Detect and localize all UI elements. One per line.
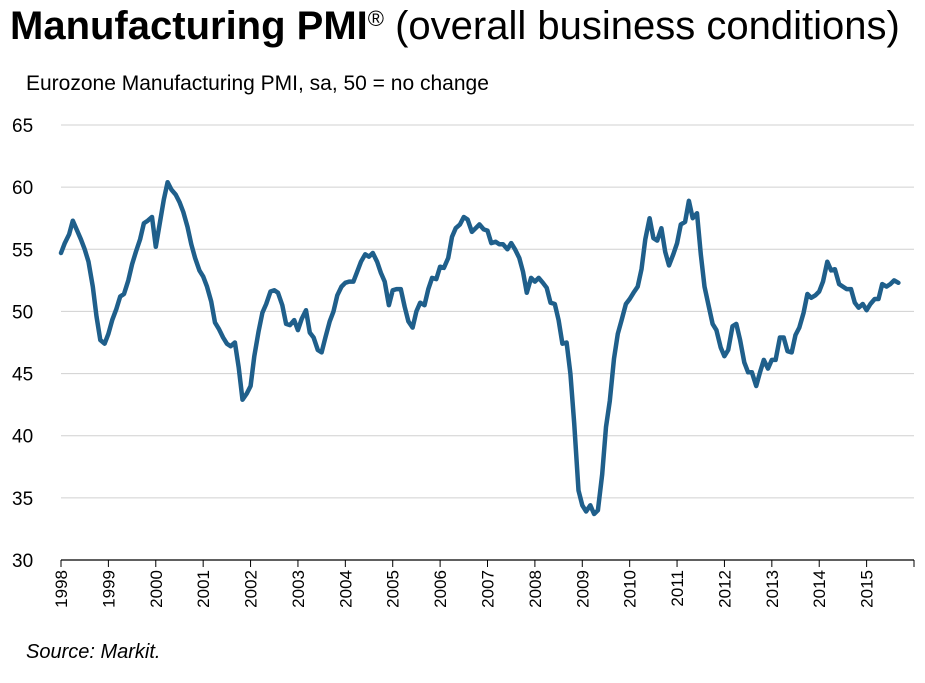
x-tick-label: 2010 — [621, 570, 640, 608]
x-tick-label: 2002 — [242, 570, 261, 608]
x-axis: 1998 1999 2000 2001 2002 2003 2004 2005 2006 2007… — [52, 559, 915, 608]
x-tick-label: 2004 — [336, 570, 355, 608]
x-tick-label: 1999 — [99, 570, 118, 608]
x-tick-label: 2014 — [810, 570, 829, 608]
chart-subtitle: Eurozone Manufacturing PMI, sa, 50 = no … — [26, 72, 489, 95]
x-tick-label: 2000 — [147, 570, 166, 608]
gridlines — [61, 124, 914, 499]
y-tick-label: 40 — [12, 427, 33, 448]
y-tick-label: 30 — [12, 551, 33, 572]
chart-title-rest: (overall business conditions) — [384, 4, 900, 48]
chart-title-main: Manufacturing PMI — [10, 4, 368, 48]
x-tick-label: 2006 — [431, 570, 450, 608]
registered-mark: ® — [367, 6, 384, 31]
source-note: Source: Markit. — [26, 641, 161, 663]
x-tick-label: 2005 — [384, 570, 403, 608]
y-tick-label: 35 — [12, 489, 33, 510]
y-axis-ticks: 30 35 40 45 50 55 60 65 — [12, 116, 33, 572]
x-tick-label: 1998 — [52, 570, 71, 608]
y-tick-label: 65 — [12, 116, 33, 137]
y-tick-label: 45 — [12, 365, 33, 386]
y-tick-label: 60 — [12, 178, 33, 199]
x-tick-label: 2009 — [573, 570, 592, 608]
series-line-0 — [58, 179, 901, 517]
x-tick-label: 2015 — [858, 570, 877, 608]
x-tick-label: 2001 — [194, 570, 213, 608]
x-tick-label: 2013 — [763, 570, 782, 608]
x-tick-label: 2003 — [289, 570, 308, 608]
y-tick-label: 50 — [12, 302, 33, 323]
x-tick-label: 2007 — [479, 570, 498, 608]
series-layer — [58, 179, 901, 517]
y-tick-label: 55 — [12, 240, 33, 261]
x-tick-label: 2011 — [668, 570, 687, 607]
x-tick-label: 2008 — [526, 570, 545, 608]
x-tick-label: 2012 — [715, 570, 734, 608]
chart-title: Manufacturing PMI® (overall business con… — [10, 4, 900, 49]
